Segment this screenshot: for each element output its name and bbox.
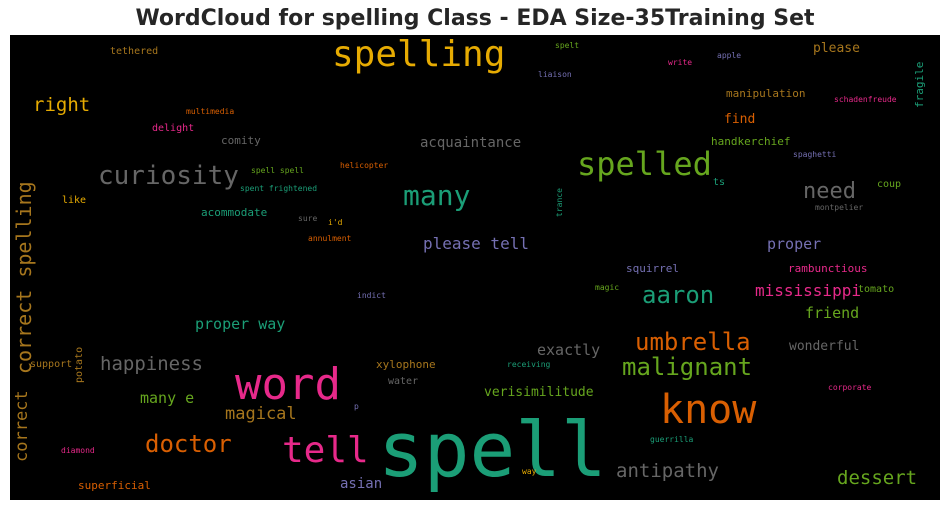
word-write: write [668,58,693,67]
word-spelling: spelling [332,35,506,75]
word-potato: potato [74,346,85,383]
word-many: many [403,179,471,212]
word-proper: proper [767,235,822,253]
word-magic: magic [595,283,620,292]
word-spelt: spelt [555,41,580,50]
word-need: need [803,179,856,204]
word-find: find [724,112,756,127]
word-friend: friend [805,304,860,322]
word-indict: indict [357,291,386,300]
word-mississippi: mississippi [755,281,861,300]
word-comity: comity [221,134,261,147]
word-coup: coup [877,179,902,190]
word-tell: tell [282,430,369,471]
word-handkerchief: handkerchief [711,135,791,148]
word-happiness: happiness [100,353,203,375]
word-xylophone: xylophone [376,358,436,371]
word-spaghetti: spaghetti [793,150,837,159]
word-spent-frightened: spent frightened [240,184,318,193]
word-annulment: annulment [308,234,352,243]
word-rambunctious: rambunctious [788,262,868,275]
word-way: way [522,467,537,476]
word-liaison: liaison [538,70,572,79]
word-delight: delight [152,123,195,134]
word-like: like [62,195,87,206]
word-wonderful: wonderful [789,339,860,354]
word-multimedia: multimedia [186,107,235,116]
word-exactly: exactly [537,341,601,359]
word-verisimilitude: verisimilitude [484,385,594,400]
word-schadenfreude: schadenfreude [834,95,897,104]
word-asian: asian [340,476,383,492]
word-curiosity: curiosity [98,161,239,191]
word-magical: magical [225,404,297,424]
word-malignant: malignant [622,353,753,381]
word-word: word [235,359,341,410]
word-tomato: tomato [858,284,895,295]
word-dessert: dessert [837,467,918,489]
word-p: p [354,402,359,411]
word-acommodate: acommodate [201,206,268,219]
word-correct: correct [12,390,32,462]
word-trance: trance [555,188,564,217]
word-correct-spelling: correct spelling [12,181,36,374]
word-many-e: many e [140,389,195,407]
word-i-d: i'd [328,218,343,227]
word-acquaintance: acquaintance [420,135,522,151]
word-know: know [660,387,757,433]
word-ts: ts [713,177,726,188]
word-guerrilla: guerrilla [650,435,694,444]
word-receiving: receiving [507,360,551,369]
chart-title: WordCloud for spelling Class - EDA Size-… [135,6,815,31]
word-aaron: aaron [642,281,715,309]
word-proper-way: proper way [195,315,286,333]
word-right: right [33,94,91,116]
word-diamond: diamond [61,446,95,455]
word-tethered: tethered [110,46,159,57]
word-antipathy: antipathy [616,460,719,482]
wordcloud-canvas: spell word know spelling tell spelled curiosit… [10,35,940,500]
word-montpelier: montpelier [815,203,864,212]
word-doctor: doctor [145,430,232,458]
word-please: please [813,41,860,56]
word-manipulation: manipulation [726,87,806,100]
word-corporate: corporate [828,383,872,392]
word-umbrella: umbrella [635,328,751,356]
word-superficial: superficial [78,479,151,492]
word-water: water [388,376,419,387]
word-spelled: spelled [577,145,712,183]
word-sure: sure [298,214,318,223]
word-spell-spell: spell spell [251,166,304,175]
word-helicopter: helicopter [340,161,389,170]
word-fragile: fragile [913,61,926,108]
word-support: support [30,359,73,370]
word-please-tell: please tell [423,234,529,253]
word-squirrel: squirrel [626,262,679,275]
word-apple: apple [717,51,742,60]
word-spell: spell [378,405,607,494]
